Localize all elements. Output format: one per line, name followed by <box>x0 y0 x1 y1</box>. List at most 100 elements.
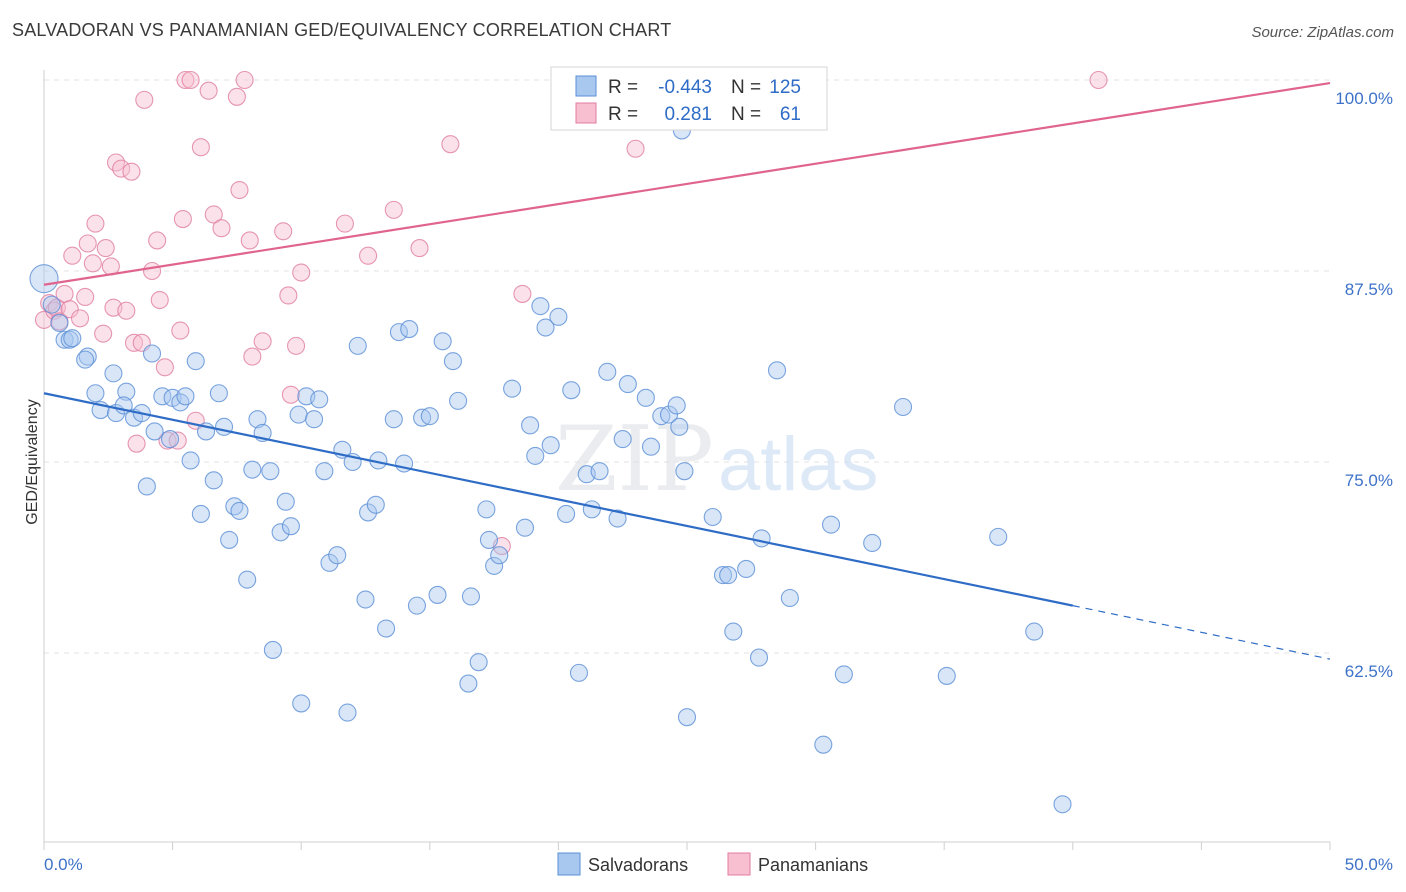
panamanian-point <box>60 300 79 319</box>
salvadoran-point <box>292 694 311 713</box>
salvadoran-point <box>377 619 396 638</box>
watermark-zip: ZIP <box>555 407 714 512</box>
salvadoran-point <box>117 382 136 401</box>
salvadoran-point <box>420 407 439 426</box>
y-axis-label: GED/Equivalency <box>24 399 41 524</box>
y-tick-label-2: 75.0% <box>1345 471 1393 490</box>
salvadoran-point <box>636 388 655 407</box>
legend-r-value-1: 0.281 <box>664 104 712 125</box>
salvadoran-point <box>104 364 123 383</box>
x-tick-label-1: 50.0% <box>1345 855 1393 874</box>
panamanian-point <box>212 219 231 238</box>
salvadoran-point <box>503 379 522 398</box>
salvadoran-point <box>29 264 59 294</box>
salvadoran-point <box>338 703 357 722</box>
panamanian-point <box>335 214 354 233</box>
salvadoran-point <box>749 648 769 667</box>
legend-swatch-0 <box>575 75 597 97</box>
bottom-legend-label-1: Panamanians <box>758 855 868 875</box>
salvadoran-point <box>459 674 478 693</box>
legend-r-value-0: -0.443 <box>658 77 712 98</box>
salvadoran-point <box>737 559 756 579</box>
salvadoran-point <box>675 462 694 481</box>
salvadoran-point <box>461 587 481 606</box>
salvadoran-point <box>536 318 555 337</box>
salvadoran-point <box>780 588 799 608</box>
panamanian-point <box>112 159 131 178</box>
salvadoran-point <box>214 417 234 436</box>
panamanian-point <box>243 347 262 366</box>
legend-r-label-1: R = <box>608 104 638 125</box>
panamanian-point <box>359 246 378 265</box>
salvadoran-point <box>261 462 280 481</box>
y-tick-label-3: 62.5% <box>1345 662 1393 681</box>
salvadoran-point <box>863 533 882 553</box>
salvadoran-point <box>315 462 334 481</box>
salvadoran-point <box>641 437 661 456</box>
panamanian-point <box>127 434 146 453</box>
panamanian-point <box>70 309 90 328</box>
salvadoran-point <box>209 384 228 403</box>
salvadoran-point <box>248 410 267 429</box>
panamanian-point <box>441 135 460 154</box>
salvadoran-point <box>1025 622 1044 641</box>
salvadoran-point <box>821 515 841 534</box>
salvadoran-trend-line <box>43 392 1074 607</box>
salvadoran-point <box>359 503 378 522</box>
salvadoran-point <box>230 501 249 520</box>
salvadoran-point <box>400 320 419 339</box>
bottom-legend-swatch-1 <box>727 852 751 876</box>
salvadoran-point <box>1053 795 1072 814</box>
salvadoran-point <box>243 460 262 479</box>
bottom-legend-swatch-0 <box>557 852 581 876</box>
salvadoran-point <box>433 332 452 351</box>
panamanian-point <box>173 209 192 229</box>
salvadoran-point <box>181 451 200 470</box>
panamanian-point <box>191 138 210 157</box>
x-tick-labels: 0.0% 50.0% <box>44 855 1393 874</box>
panamanian-point <box>150 290 169 310</box>
panamanian-point <box>83 254 102 273</box>
legend-n-value-1: 61 <box>780 104 801 125</box>
salvadoran-point <box>752 529 771 548</box>
salvadoran-point <box>204 471 223 490</box>
salvadoran-point <box>276 492 295 511</box>
salvadoran-point <box>490 546 509 565</box>
panamanian-point <box>281 385 300 404</box>
salvadoran-point <box>590 462 609 481</box>
salvadoran-point <box>281 517 300 536</box>
salvadoran-point <box>428 585 447 604</box>
salvadoran-point <box>186 352 205 371</box>
salvadoran-point <box>50 313 69 333</box>
panamanian-point <box>292 263 311 282</box>
panamanian-point <box>34 310 54 329</box>
salvadoran-point <box>526 446 545 465</box>
panamanian-point <box>86 214 105 233</box>
legend-n-label-1: N = <box>731 104 761 125</box>
salvadoran-point <box>608 509 627 528</box>
series-salvadorans-points <box>29 121 1072 814</box>
panamanian-point <box>1089 70 1108 90</box>
panamanian-point <box>287 336 306 355</box>
legend-r-label-0: R = <box>608 77 638 98</box>
salvadoran-point <box>76 350 95 369</box>
salvadoran-point <box>677 708 697 727</box>
salvadoran-point <box>289 405 308 424</box>
salvadoran-point <box>389 323 408 342</box>
salvadoran-point <box>618 375 637 394</box>
salvadoran-point <box>582 500 601 519</box>
salvadoran-point <box>413 408 432 427</box>
salvadoran-point <box>63 329 82 348</box>
salvadoran-point <box>670 417 689 436</box>
panamanian-point <box>94 324 113 343</box>
salvadoran-point <box>667 396 686 415</box>
salvadoran-point <box>86 384 105 403</box>
panamanian-point <box>122 162 141 181</box>
panamanian-point <box>410 239 429 258</box>
trend-lines <box>43 81 1331 660</box>
panamanian-point <box>176 70 195 90</box>
source-label: Source: ZipAtlas.com <box>1251 24 1394 41</box>
panamanian-point <box>142 261 162 281</box>
salvadoran-point <box>348 336 367 355</box>
salvadoran-point <box>814 735 833 754</box>
